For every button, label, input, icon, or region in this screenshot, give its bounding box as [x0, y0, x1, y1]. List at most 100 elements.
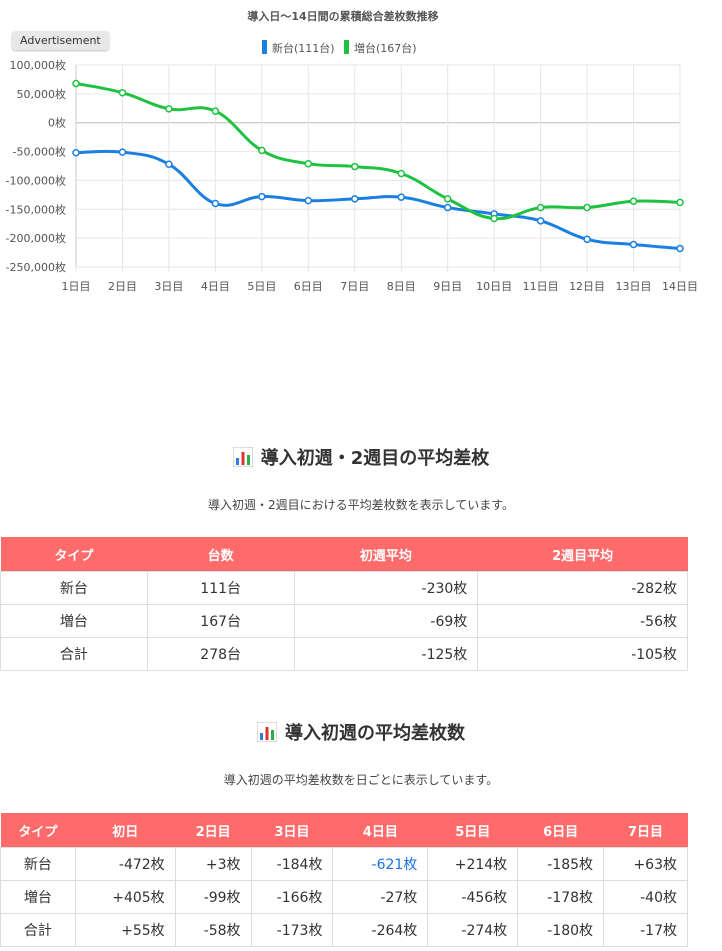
chart-legend[interactable]: 新台(111台) 増台(167台) — [262, 40, 417, 55]
data-point[interactable] — [536, 203, 545, 212]
table-cell: +63枚 — [603, 847, 688, 881]
y-tick-label: -200,000枚 — [6, 231, 66, 245]
table-cell: -105枚 — [477, 637, 688, 671]
legend-item-1[interactable]: 新台(111台) — [262, 40, 335, 55]
data-point[interactable] — [629, 197, 638, 205]
section2-description: 導入初週の平均差枚数を日ごとに表示しています。 — [223, 773, 499, 787]
table-cell: +55枚 — [74, 913, 176, 947]
data-point[interactable] — [351, 195, 359, 203]
data-point[interactable] — [165, 160, 173, 169]
data-point[interactable] — [397, 193, 405, 201]
x-tick-label: 12日目 — [569, 280, 605, 293]
x-tick-label: 5日目 — [247, 280, 276, 293]
table-cell: -166枚 — [250, 880, 334, 914]
series-line-2 — [75, 81, 681, 221]
data-point[interactable] — [72, 148, 80, 157]
y-axis-ticks: 100,000枚 50,000枚 0枚 -50,000枚 -100,000枚 -150,0… — [6, 58, 66, 274]
data-point[interactable] — [351, 162, 359, 171]
table-cell: 合計 — [0, 913, 76, 947]
y-tick-label: 100,000枚 — [10, 58, 67, 72]
data-point[interactable] — [118, 88, 127, 97]
data-point[interactable] — [583, 235, 591, 244]
column-header-day1: 初日 — [75, 813, 176, 848]
table-cell: -99枚 — [174, 880, 252, 914]
bar-chart-icon — [256, 721, 278, 747]
table-cell: +405枚 — [74, 880, 176, 914]
column-header-day3: 3日目 — [251, 813, 333, 848]
table-row: 新台 111台 -230枚 -282枚 — [0, 571, 688, 605]
data-point[interactable] — [165, 105, 173, 113]
table-cell: -17枚 — [603, 913, 688, 947]
y-tick-label: 0枚 — [48, 116, 66, 130]
data-point[interactable] — [304, 196, 313, 205]
data-point[interactable] — [304, 159, 313, 168]
table-cell: -56枚 — [477, 604, 688, 638]
data-point[interactable] — [258, 192, 266, 201]
column-header-week2: 2週目平均 — [477, 537, 688, 572]
daily-average-table: タイプ 初日 2日目 3日目 4日目 5日目 6日目 7日目 新台 -472枚 … — [0, 813, 688, 947]
x-tick-label: 14日目 — [662, 280, 698, 293]
column-header-day5: 5日目 — [427, 813, 518, 848]
legend-item-2[interactable]: 増台(167台) — [344, 40, 417, 55]
table-cell: -173枚 — [250, 913, 334, 947]
advertisement-badge[interactable]: Advertisement — [12, 31, 109, 50]
data-point[interactable] — [629, 240, 638, 249]
y-tick-label: -100,000枚 — [6, 173, 66, 187]
x-tick-label: 13日目 — [616, 280, 652, 293]
table-cell: +214枚 — [427, 847, 519, 881]
cumulative-chart: 導入日〜14日間の累積総合差枚数推移 新台(111台) 増台(167台) 100,… — [0, 0, 722, 300]
table-cell: -178枚 — [517, 880, 605, 914]
x-tick-label: 1日目 — [62, 280, 91, 293]
table-cell: -69枚 — [293, 604, 479, 638]
y-tick-label: 50,000枚 — [17, 87, 67, 101]
table-cell: 167台 — [146, 604, 295, 638]
data-point[interactable] — [258, 146, 266, 155]
data-point[interactable] — [397, 169, 405, 178]
legend-swatch — [262, 40, 267, 54]
table-cell-link[interactable]: -621枚 — [332, 847, 429, 881]
table-row: 増台 167台 -69枚 -56枚 — [0, 604, 688, 638]
data-point[interactable] — [676, 244, 684, 253]
y-tick-label: -250,000枚 — [6, 260, 66, 274]
data-point[interactable] — [72, 79, 80, 88]
table-cell: 新台 — [0, 847, 76, 881]
data-point[interactable] — [211, 199, 220, 208]
data-point[interactable] — [676, 198, 684, 207]
data-point[interactable] — [443, 195, 452, 203]
section1-title: 導入初週・2週目の平均差枚 — [260, 448, 490, 469]
column-header-day2: 2日目 — [175, 813, 252, 848]
table-cell: 新台 — [0, 571, 148, 605]
data-point[interactable] — [536, 217, 545, 225]
table-cell: 278台 — [146, 637, 295, 671]
table-cell: 増台 — [0, 880, 76, 914]
table-cell: -282枚 — [477, 571, 688, 605]
data-point[interactable] — [443, 203, 452, 212]
y-tick-label: -50,000枚 — [13, 145, 66, 159]
data-point[interactable] — [490, 214, 498, 223]
table-cell: -456枚 — [427, 880, 519, 914]
y-tick-label: -150,000枚 — [6, 202, 66, 216]
series-line-1 — [75, 149, 681, 251]
legend-label: 新台(111台) — [272, 41, 335, 55]
table-cell: 合計 — [0, 637, 148, 671]
column-header-count: 台数 — [147, 537, 295, 572]
table-cell: 111台 — [146, 571, 295, 605]
x-tick-label: 3日目 — [154, 280, 183, 293]
x-axis-ticks: 1日目 2日目 3日目 4日目 5日目 6日目 7日目 8日目 9日目 10日目 11日目 12日目 1… — [62, 280, 699, 293]
legend-swatch — [344, 40, 349, 54]
x-tick-label: 8日目 — [387, 280, 416, 293]
x-tick-label: 4日目 — [201, 280, 230, 293]
table-row: 増台 +405枚 -99枚 -166枚 -27枚 -456枚 -178枚 -40… — [0, 880, 688, 914]
column-header-type: タイプ — [0, 813, 76, 848]
table-row: 合計 278台 -125枚 -105枚 — [0, 637, 688, 671]
x-tick-label: 9日目 — [433, 280, 462, 293]
column-header-day6: 6日目 — [517, 813, 604, 848]
data-point[interactable] — [118, 148, 127, 156]
table-row: 新台 -472枚 +3枚 -184枚 -621枚 +214枚 -185枚 +63… — [0, 847, 688, 881]
data-point[interactable] — [211, 107, 220, 115]
table-cell: +3枚 — [174, 847, 252, 881]
table-header-row: タイプ 初日 2日目 3日目 4日目 5日目 6日目 7日目 — [0, 813, 688, 848]
data-point[interactable] — [583, 203, 591, 212]
section1-description: 導入初週・2週目における平均差枚数を表示しています。 — [207, 498, 515, 512]
section2-title: 導入初週の平均差枚数 — [285, 723, 465, 744]
